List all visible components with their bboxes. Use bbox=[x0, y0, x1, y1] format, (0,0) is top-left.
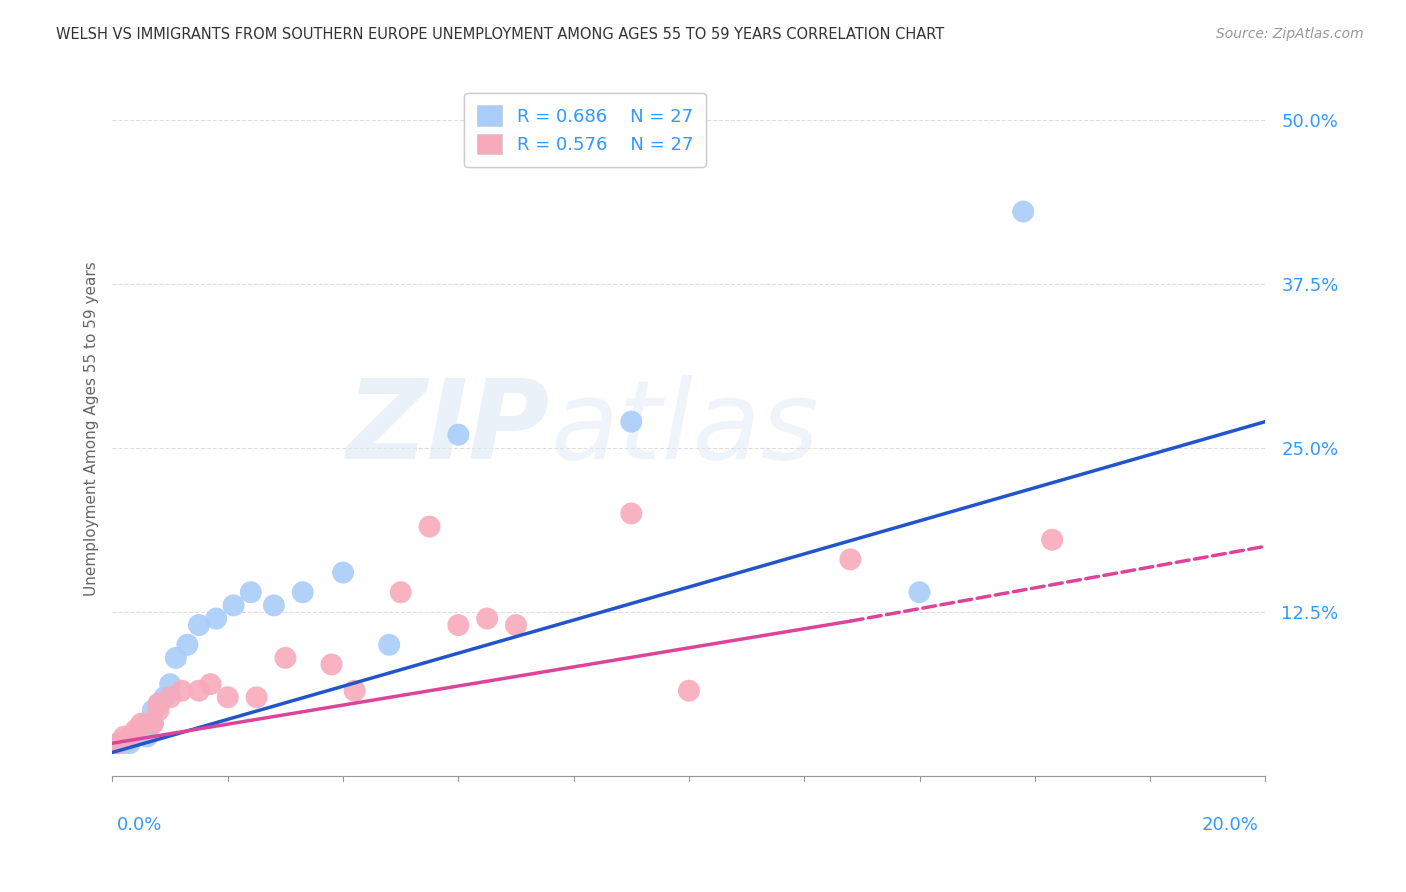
Point bbox=[188, 683, 211, 698]
Point bbox=[118, 730, 141, 744]
Point bbox=[246, 690, 269, 705]
Point bbox=[136, 716, 159, 731]
Point bbox=[176, 638, 198, 652]
Point bbox=[165, 651, 187, 665]
Point bbox=[159, 690, 181, 705]
Point bbox=[188, 618, 211, 632]
Point bbox=[148, 697, 170, 711]
Point bbox=[1012, 204, 1035, 219]
Point bbox=[136, 716, 159, 731]
Point bbox=[107, 736, 129, 750]
Y-axis label: Unemployment Among Ages 55 to 59 years: Unemployment Among Ages 55 to 59 years bbox=[83, 260, 98, 596]
Point bbox=[419, 519, 441, 533]
Point bbox=[222, 599, 245, 613]
Point bbox=[148, 697, 170, 711]
Point bbox=[678, 683, 700, 698]
Point bbox=[200, 677, 222, 691]
Point bbox=[107, 736, 129, 750]
Point bbox=[447, 618, 470, 632]
Point bbox=[263, 599, 285, 613]
Legend: R = 0.686    N = 27, R = 0.576    N = 27: R = 0.686 N = 27, R = 0.576 N = 27 bbox=[464, 93, 706, 167]
Point bbox=[112, 736, 135, 750]
Point bbox=[475, 611, 499, 625]
Point bbox=[118, 730, 141, 744]
Point bbox=[332, 566, 354, 580]
Point bbox=[291, 585, 314, 599]
Text: 0.0%: 0.0% bbox=[117, 816, 162, 834]
Point bbox=[124, 723, 146, 737]
Text: atlas: atlas bbox=[551, 375, 820, 482]
Point bbox=[321, 657, 343, 672]
Point bbox=[217, 690, 239, 705]
Point bbox=[205, 611, 228, 625]
Point bbox=[447, 427, 470, 442]
Point bbox=[159, 677, 181, 691]
Point bbox=[239, 585, 262, 599]
Point bbox=[118, 736, 141, 750]
Text: ZIP: ZIP bbox=[347, 375, 551, 482]
Point bbox=[378, 638, 401, 652]
Text: Source: ZipAtlas.com: Source: ZipAtlas.com bbox=[1216, 27, 1364, 41]
Point bbox=[839, 552, 862, 566]
Point bbox=[620, 415, 643, 429]
Point bbox=[112, 730, 135, 744]
Text: WELSH VS IMMIGRANTS FROM SOUTHERN EUROPE UNEMPLOYMENT AMONG AGES 55 TO 59 YEARS : WELSH VS IMMIGRANTS FROM SOUTHERN EUROPE… bbox=[56, 27, 945, 42]
Point bbox=[142, 716, 165, 731]
Point bbox=[142, 703, 165, 717]
Point bbox=[124, 730, 146, 744]
Point bbox=[908, 585, 931, 599]
Point bbox=[129, 716, 153, 731]
Point bbox=[136, 730, 159, 744]
Point bbox=[153, 690, 176, 705]
Point bbox=[1040, 533, 1063, 547]
Point bbox=[274, 651, 297, 665]
Point bbox=[389, 585, 412, 599]
Point bbox=[142, 716, 165, 731]
Text: 20.0%: 20.0% bbox=[1202, 816, 1258, 834]
Point bbox=[343, 683, 366, 698]
Point bbox=[505, 618, 527, 632]
Point bbox=[148, 703, 170, 717]
Point bbox=[129, 723, 153, 737]
Point bbox=[620, 507, 643, 521]
Point bbox=[170, 683, 193, 698]
